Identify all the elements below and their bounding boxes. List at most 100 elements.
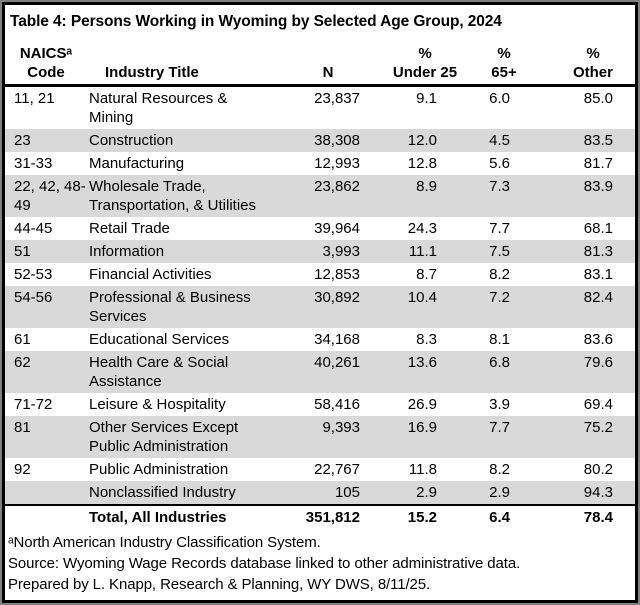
cell-code: 31-33 [14,155,53,172]
cell-n: 34,168 [314,331,360,348]
table-row: 31-33 Manufacturing 12,993 12.8 5.6 81.7 [5,152,635,175]
cell-under25: 24.3 [407,220,437,237]
cell-under25: 11.8 [408,461,437,478]
cell-n: 105 [263,481,369,505]
footnote-prepared-by: Prepared by L. Knapp, Research & Plannin… [8,576,431,593]
col-header-pct-65-plus: % 65+ [457,36,527,87]
col-header-line2: Industry Title [105,64,199,81]
cell-p65: 7.3 [457,175,527,217]
cell-p65: 2.9 [457,481,527,505]
cell-n: 39,964 [314,220,360,237]
cell-p65: 4.5 [457,129,527,152]
col-header-line2: Code [27,64,65,81]
cell-code: 51 [5,240,87,263]
cell-other: 83.1 [583,266,613,283]
cell-code: 71-72 [14,396,53,413]
cell-industry: Health Care & Social Assistance [87,351,263,393]
cell-under25: 9.1 [416,90,437,107]
table-row: 23 Construction 38,308 12.0 4.5 83.5 [5,129,635,152]
age-group-table: NAICSᵃ Code Industry Title N % Under 25 [5,36,635,529]
col-header-industry-title: Industry Title [87,36,263,87]
cell-industry: Leisure & Hospitality [89,396,226,413]
cell-under25: 15.2 [369,504,457,529]
footnotes: ᵃNorth American Industry Classification … [8,532,629,595]
table-row: 51 Information 3,993 11.1 7.5 81.3 [5,240,635,263]
cell-code: 54-56 [5,286,87,328]
cell-n: 12,853 [314,266,360,283]
col-header-line1: NAICSᵃ [19,45,73,62]
cell-p65: 8.1 [489,331,510,348]
cell-n: 351,812 [263,504,369,529]
cell-p65: 6.0 [489,90,510,107]
cell-under25: 12.0 [369,129,457,152]
table-row: 92 Public Administration 22,767 11.8 8.2 80.2 [5,458,635,481]
cell-code: 62 [5,351,87,393]
cell-code: 92 [14,461,31,478]
table-row: 54-56 Professional & Business Services 30,… [5,286,635,328]
cell-other: 85.0 [583,90,613,107]
cell-under25: 8.3 [416,331,437,348]
cell-p65: 6.4 [457,504,527,529]
col-header-line2: Under 25 [392,64,458,81]
table-row: Nonclassified Industry 105 2.9 2.9 94.3 [5,481,635,505]
col-header-pct-under-25: % Under 25 [369,36,457,87]
cell-other: 94.3 [527,481,635,505]
cell-under25: 10.4 [369,286,457,328]
cell-other: 81.7 [583,155,613,172]
cell-industry: Manufacturing [89,155,185,172]
col-header-line2: N [322,64,334,81]
cell-industry: Construction [87,129,263,152]
cell-p65: 7.2 [457,286,527,328]
cell-industry: Other Services Except Public Administrat… [87,416,263,458]
cell-industry: Educational Services [89,331,230,348]
table-row: 62 Health Care & Social Assistance 40,261 1… [5,351,635,393]
table-header: NAICSᵃ Code Industry Title N % Under 25 [5,36,635,87]
cell-p65: 3.9 [489,396,510,413]
cell-p65: 7.7 [489,220,510,237]
cell-code [5,504,87,529]
cell-n: 12,993 [314,155,360,172]
cell-p65: 8.2 [489,461,510,478]
cell-other: 75.2 [527,416,635,458]
cell-other: 81.3 [527,240,635,263]
cell-under25: 8.7 [416,266,437,283]
table-row: 22, 42, 48-49 Wholesale Trade, Transporta… [5,175,635,217]
col-header-line2: 65+ [491,64,517,81]
cell-under25: 8.9 [369,175,457,217]
col-header-line1: % [497,45,511,62]
cell-n: 23,837 [314,90,360,107]
total-row: Total, All Industries 351,812 15.2 6.4 78.4 [5,504,635,529]
cell-industry: Total, All Industries [87,504,263,529]
cell-p65: 6.8 [457,351,527,393]
col-header-line1: % [418,45,432,62]
cell-code: 61 [14,331,31,348]
table-body: 11, 21 Natural Resources & Mining 23,837 9.… [5,86,635,529]
cell-code [5,481,87,505]
cell-code: 23 [5,129,87,152]
col-header-pct-other: % Other [527,36,635,87]
cell-n: 22,767 [314,461,360,478]
cell-industry: Information [87,240,263,263]
col-header-naics-code: NAICSᵃ Code [5,36,87,87]
cell-n: 38,308 [263,129,369,152]
cell-under25: 11.1 [369,240,457,263]
cell-other: 79.6 [527,351,635,393]
cell-under25: 13.6 [369,351,457,393]
cell-industry: Public Administration [89,461,229,478]
cell-n: 23,862 [263,175,369,217]
cell-p65: 7.7 [457,416,527,458]
cell-other: 80.2 [583,461,613,478]
table-row: 52-53 Financial Activities 12,853 8.7 8.2 83.… [5,263,635,286]
cell-industry: Professional & Business Services [87,286,263,328]
cell-under25: 12.8 [407,155,437,172]
cell-code: 81 [5,416,87,458]
cell-other: 83.5 [527,129,635,152]
cell-under25: 16.9 [369,416,457,458]
col-header-line1: % [586,45,600,62]
cell-industry: Natural Resources & Mining [89,90,228,126]
header-row: NAICSᵃ Code Industry Title N % Under 25 [5,36,635,87]
cell-n: 9,393 [263,416,369,458]
table-row: 44-45 Retail Trade 39,964 24.3 7.7 68.1 [5,217,635,240]
